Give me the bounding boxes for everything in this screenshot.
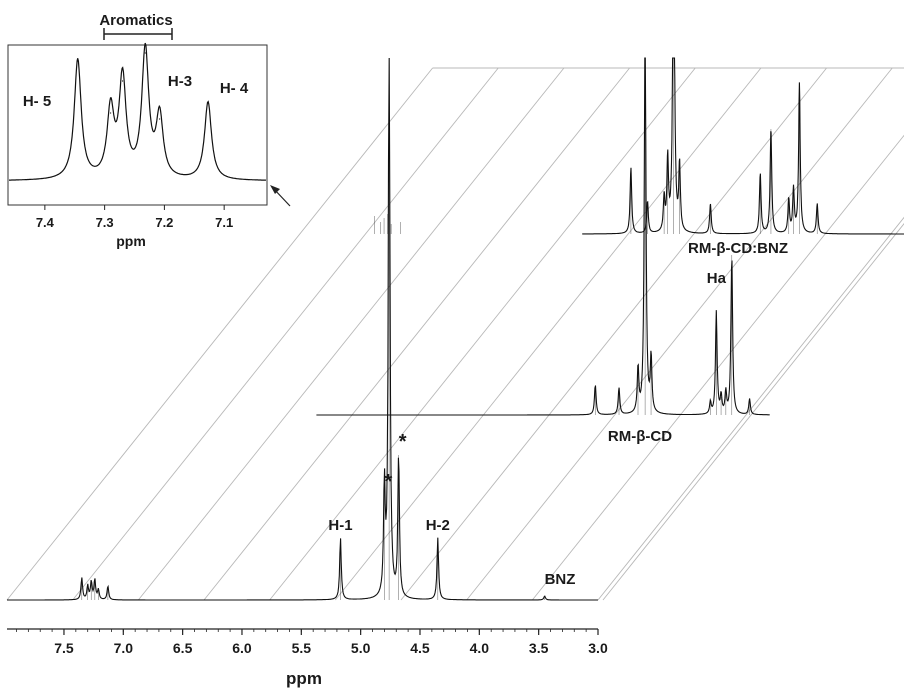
- inset-title: Aromatics: [99, 12, 172, 29]
- grid-line: [531, 134, 904, 601]
- x-tick-label: 3.5: [529, 640, 549, 656]
- peak-label: H-1: [328, 517, 352, 534]
- peak-label: *: [384, 471, 392, 493]
- grid-line: [334, 67, 762, 601]
- grid-line: [203, 67, 630, 601]
- series-RM-β-CD: RM-β-CD Ha: [316, 57, 770, 445]
- inset-range-bracket: [103, 28, 173, 40]
- inset-peak: [77, 60, 79, 62]
- series-label: BNZ: [545, 571, 576, 588]
- grid-line: [400, 67, 827, 601]
- inset-pointer-arrowhead: [270, 185, 280, 194]
- series-label: RM-β-CD:BNZ: [688, 240, 788, 257]
- inset-x-tick-label: 7.4: [36, 215, 55, 230]
- peak-label: Ha: [707, 270, 727, 287]
- inset-x-axis-title: ppm: [116, 233, 146, 249]
- inset-frame: [7, 44, 268, 206]
- grid-line: [466, 67, 893, 601]
- spectra: BNZ H-1 * * H-2 RM-β-CD Ha RM-β-CD:BNZ: [7, 57, 904, 601]
- grid-line: [269, 67, 696, 601]
- inset-aromatics: Aromatics ppm 7.4 7.3 7.2 7.1 H- 5 H-3 H- 4: [7, 12, 291, 249]
- inset-peak: [144, 52, 146, 54]
- inset-peak: [207, 102, 209, 104]
- grid-line: [6, 67, 433, 601]
- trace-RM-β-CD:BNZ: [582, 57, 904, 235]
- grid-line: [597, 216, 904, 601]
- x-tick-label: 6.0: [232, 640, 252, 656]
- grid-right-edge: [602, 223, 904, 601]
- peak-label: *: [399, 431, 407, 453]
- peak-label: H-2: [426, 517, 450, 534]
- inset-x-tick-label: 7.1: [215, 215, 233, 230]
- inset-peak-label: H- 5: [23, 93, 51, 110]
- x-axis: ppm 7.5 7.0 6.5 6.0 5.5 5.0 4.5 4.0 3.5 3.0: [7, 628, 608, 688]
- inset-x-tick-label: 7.2: [155, 215, 173, 230]
- x-tick-label: 5.5: [292, 640, 312, 656]
- x-tick-label: 7.0: [114, 640, 134, 656]
- x-tick-label: 7.5: [54, 640, 74, 656]
- oblique-grid: [6, 67, 904, 601]
- series-RM-β-CD:BNZ: RM-β-CD:BNZ: [374, 57, 904, 257]
- inset-trace: [9, 42, 267, 181]
- x-tick-label: 6.5: [173, 640, 193, 656]
- inset-peak: [110, 112, 112, 114]
- inset-peak-label: H- 4: [220, 80, 249, 97]
- x-tick-label: 3.0: [588, 640, 608, 656]
- series-label: RM-β-CD: [608, 428, 672, 445]
- trace-RM-β-CD: [316, 57, 770, 416]
- inset-x-tick-label: 7.3: [96, 215, 114, 230]
- trace-BNZ: [7, 57, 598, 601]
- x-tick-label: 4.5: [410, 640, 430, 656]
- x-tick-label: 4.0: [470, 640, 490, 656]
- inset-peak-label: H-3: [168, 73, 192, 90]
- x-axis-title: ppm: [286, 669, 322, 688]
- series-BNZ: BNZ H-1 * * H-2: [7, 57, 598, 601]
- inset-peak: [121, 80, 124, 82]
- grid-line: [72, 67, 499, 601]
- grid-line: [137, 67, 565, 601]
- inset-peak: [159, 118, 161, 120]
- x-tick-label: 5.0: [351, 640, 371, 656]
